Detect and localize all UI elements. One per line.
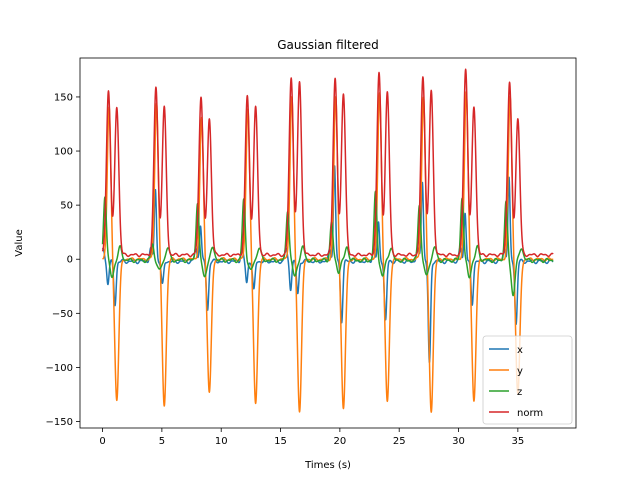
- legend-entry-y: y: [517, 366, 523, 377]
- x-tick-label: 5: [159, 436, 165, 447]
- chart-title: Gaussian filtered: [277, 38, 379, 52]
- y-tick-label: −50: [52, 309, 73, 320]
- y-axis-label: Value: [14, 229, 25, 256]
- legend: xyz norm: [482, 335, 573, 425]
- x-tick-label: 35: [511, 436, 524, 447]
- series-layer: [101, 68, 554, 413]
- legend-entry-z: z: [517, 387, 522, 398]
- legend-entry-norm: norm: [517, 408, 543, 419]
- legend-entry-x: x: [517, 345, 523, 356]
- x-tick-label: 20: [333, 436, 346, 447]
- y-tick-label: −100: [46, 363, 73, 374]
- x-tick-label: 25: [393, 436, 406, 447]
- x-axis-label: Times (s): [304, 460, 351, 471]
- x-tick-label: 15: [274, 436, 287, 447]
- y-axis: −150 −100 −50 0 50 100 150: [46, 92, 80, 428]
- x-tick-label: 0: [99, 436, 105, 447]
- x-tick-label: 30: [452, 436, 465, 447]
- x-axis: 0 5 10 15 20 25 30 35: [99, 428, 524, 447]
- plot-frame: [79, 57, 577, 429]
- x-tick-label: 10: [215, 436, 228, 447]
- series-line-x: [101, 165, 554, 363]
- y-tick-label: 0: [67, 255, 73, 266]
- y-tick-label: 150: [54, 92, 73, 103]
- legend-box: [482, 335, 573, 425]
- y-tick-label: −150: [46, 417, 73, 428]
- y-tick-label: 100: [54, 147, 73, 158]
- series-line-norm: [101, 68, 554, 258]
- y-tick-label: 50: [60, 201, 73, 212]
